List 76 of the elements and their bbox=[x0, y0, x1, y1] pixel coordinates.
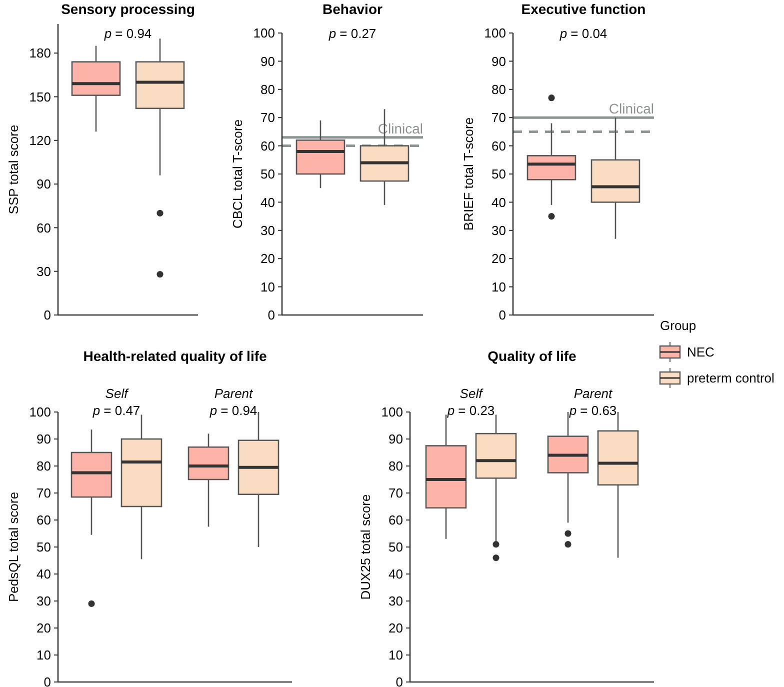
legend-label: NEC bbox=[687, 344, 714, 360]
legend-label: preterm control bbox=[687, 370, 775, 386]
y-tick-label: 0 bbox=[44, 308, 51, 323]
y-tick-label: 20 bbox=[388, 620, 403, 636]
annotation: p = 0.94 bbox=[208, 403, 258, 418]
chart-title: Quality of life bbox=[488, 348, 577, 364]
y-tick-label: 40 bbox=[36, 566, 51, 582]
y-tick-label: 20 bbox=[260, 251, 275, 266]
y-tick-label: 30 bbox=[36, 594, 51, 609]
y-tick-label: 80 bbox=[36, 458, 51, 474]
y-tick-label: 70 bbox=[388, 486, 403, 501]
annotation: p = 0.63 bbox=[568, 403, 617, 418]
annotation: p = 0.23 bbox=[446, 403, 495, 418]
x-tick-label: Self bbox=[105, 386, 130, 401]
y-tick-label: 150 bbox=[29, 89, 51, 104]
y-tick-label: 80 bbox=[388, 458, 403, 474]
y-tick-label: 50 bbox=[492, 166, 506, 182]
y-tick-label: 40 bbox=[260, 194, 275, 210]
y-tick-label: 80 bbox=[260, 82, 275, 97]
y-tick-label: 50 bbox=[36, 540, 51, 555]
y-tick-label: 60 bbox=[36, 220, 51, 236]
y-tick-label: 50 bbox=[388, 540, 403, 555]
y-axis-title: PedsQL total score bbox=[6, 492, 21, 602]
y-tick-label: 10 bbox=[260, 279, 275, 294]
y-axis-title: BRIEF total T-score bbox=[461, 117, 476, 231]
y-tick-label: 10 bbox=[492, 279, 506, 294]
y-tick-label: 70 bbox=[492, 110, 506, 126]
y-tick-label: 20 bbox=[36, 620, 51, 636]
y-tick-label: 30 bbox=[36, 264, 51, 279]
y-axis-title: DUX25 total score bbox=[358, 494, 373, 600]
y-tick-label: 90 bbox=[260, 54, 275, 69]
y-tick-label: 60 bbox=[492, 138, 506, 154]
ref-line-label: Clinical bbox=[608, 100, 654, 117]
y-axis-title: SSP total score bbox=[6, 124, 21, 214]
y-tick-label: 120 bbox=[29, 132, 51, 148]
chart-title: Executive function bbox=[521, 1, 646, 17]
y-tick-label: 80 bbox=[492, 82, 506, 97]
y-tick-label: 100 bbox=[381, 404, 403, 420]
legend-title: Group bbox=[660, 318, 696, 333]
chart-title: Behavior bbox=[322, 1, 383, 17]
y-tick-label: 30 bbox=[388, 594, 403, 609]
y-tick-label: 0 bbox=[44, 674, 51, 687]
y-tick-label: 40 bbox=[492, 194, 506, 210]
y-tick-label: 100 bbox=[29, 404, 51, 420]
y-tick-label: 0 bbox=[396, 674, 403, 687]
y-tick-label: 90 bbox=[36, 176, 51, 192]
chart-title: Sensory processing bbox=[61, 1, 195, 17]
y-tick-label: 50 bbox=[260, 166, 275, 182]
y-axis-title: CBCL total T-score bbox=[230, 119, 245, 229]
annotation: p = 0.94 bbox=[103, 26, 152, 41]
chart-title: Health-related quality of life bbox=[83, 348, 268, 364]
y-tick-label: 10 bbox=[36, 648, 51, 663]
y-tick-label: 0 bbox=[268, 308, 275, 323]
y-tick-label: 0 bbox=[498, 308, 506, 323]
y-tick-label: 40 bbox=[388, 566, 403, 582]
y-tick-label: 100 bbox=[484, 26, 506, 41]
x-tick-label: Parent bbox=[214, 386, 254, 401]
x-tick-label: Self bbox=[460, 386, 484, 401]
y-tick-label: 90 bbox=[388, 432, 403, 447]
annotation: p = 0.47 bbox=[92, 403, 140, 418]
y-tick-label: 180 bbox=[29, 46, 51, 61]
y-tick-label: 90 bbox=[492, 54, 506, 69]
y-tick-label: 100 bbox=[253, 26, 275, 41]
y-tick-label: 30 bbox=[260, 222, 275, 238]
y-tick-label: 30 bbox=[492, 222, 506, 238]
annotation: p = 0.04 bbox=[558, 26, 608, 41]
annotation: p = 0.27 bbox=[328, 26, 376, 41]
y-tick-label: 90 bbox=[36, 432, 51, 447]
y-tick-label: 60 bbox=[388, 512, 403, 528]
y-tick-label: 70 bbox=[36, 486, 51, 501]
y-tick-label: 20 bbox=[492, 251, 506, 266]
y-tick-label: 70 bbox=[260, 110, 275, 126]
y-tick-label: 60 bbox=[36, 512, 51, 528]
y-tick-label: 60 bbox=[260, 138, 275, 154]
x-tick-label: Parent bbox=[574, 386, 614, 401]
y-tick-label: 10 bbox=[388, 648, 403, 663]
